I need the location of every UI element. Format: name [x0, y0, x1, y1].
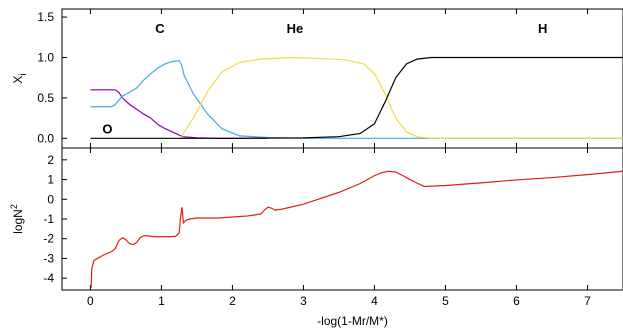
top-ytick-label: 1.5 [37, 10, 54, 24]
bottom-ylabel: logN2 [9, 204, 25, 234]
bottom-ytick-label: -3 [43, 251, 54, 265]
top-panel-abundances: 0.0 0.5 1.0 1.5 C He H O Xi [11, 8, 623, 149]
top-ylabel: Xi [11, 73, 29, 83]
top-ylabel-subscript: i [18, 73, 29, 75]
top-series-line-o [90, 89, 268, 139]
bottom-xtick-label: 7 [584, 294, 591, 308]
bottom-xtick-label: 6 [513, 294, 520, 308]
top-series-line-h [90, 56, 623, 139]
top-ytick-label: 0.0 [37, 131, 54, 145]
top-ylabel-main: X [11, 76, 25, 84]
bottom-ylabel-superscript: 2 [9, 204, 19, 209]
bottom-ytick-label: 0 [47, 192, 54, 206]
bottom-ytick-label: -1 [43, 212, 54, 226]
bottom-ytick-label: 1 [47, 173, 54, 187]
species-label-o: O [102, 121, 112, 136]
species-label-c: C [155, 21, 165, 36]
bottom-plot-frame [61, 147, 623, 291]
bottom-xtick-label: 3 [300, 294, 307, 308]
top-ytick-label: 0.5 [37, 91, 54, 105]
bottom-xtick-label: 5 [442, 294, 449, 308]
bottom-series-line [90, 170, 623, 289]
top-series-line-c [90, 60, 623, 139]
bottom-ytick-label: -4 [43, 271, 54, 285]
top-ytick-label: 1.0 [37, 50, 54, 64]
bottom-xtick-label: 0 [87, 294, 94, 308]
species-label-h: H [538, 21, 547, 36]
bottom-xtick-label: 1 [158, 294, 165, 308]
bottom-xlabel: -log(1-Mr/M*) [317, 314, 388, 328]
bottom-xtick-label: 2 [229, 294, 236, 308]
bottom-xtick-label: 4 [371, 294, 378, 308]
bottom-ytick-label: -2 [43, 232, 54, 246]
top-series-line-he [180, 56, 623, 139]
species-label-he: He [287, 21, 304, 36]
bottom-ylabel-main: logN [11, 209, 25, 234]
bottom-ytick-label: 2 [47, 153, 54, 167]
